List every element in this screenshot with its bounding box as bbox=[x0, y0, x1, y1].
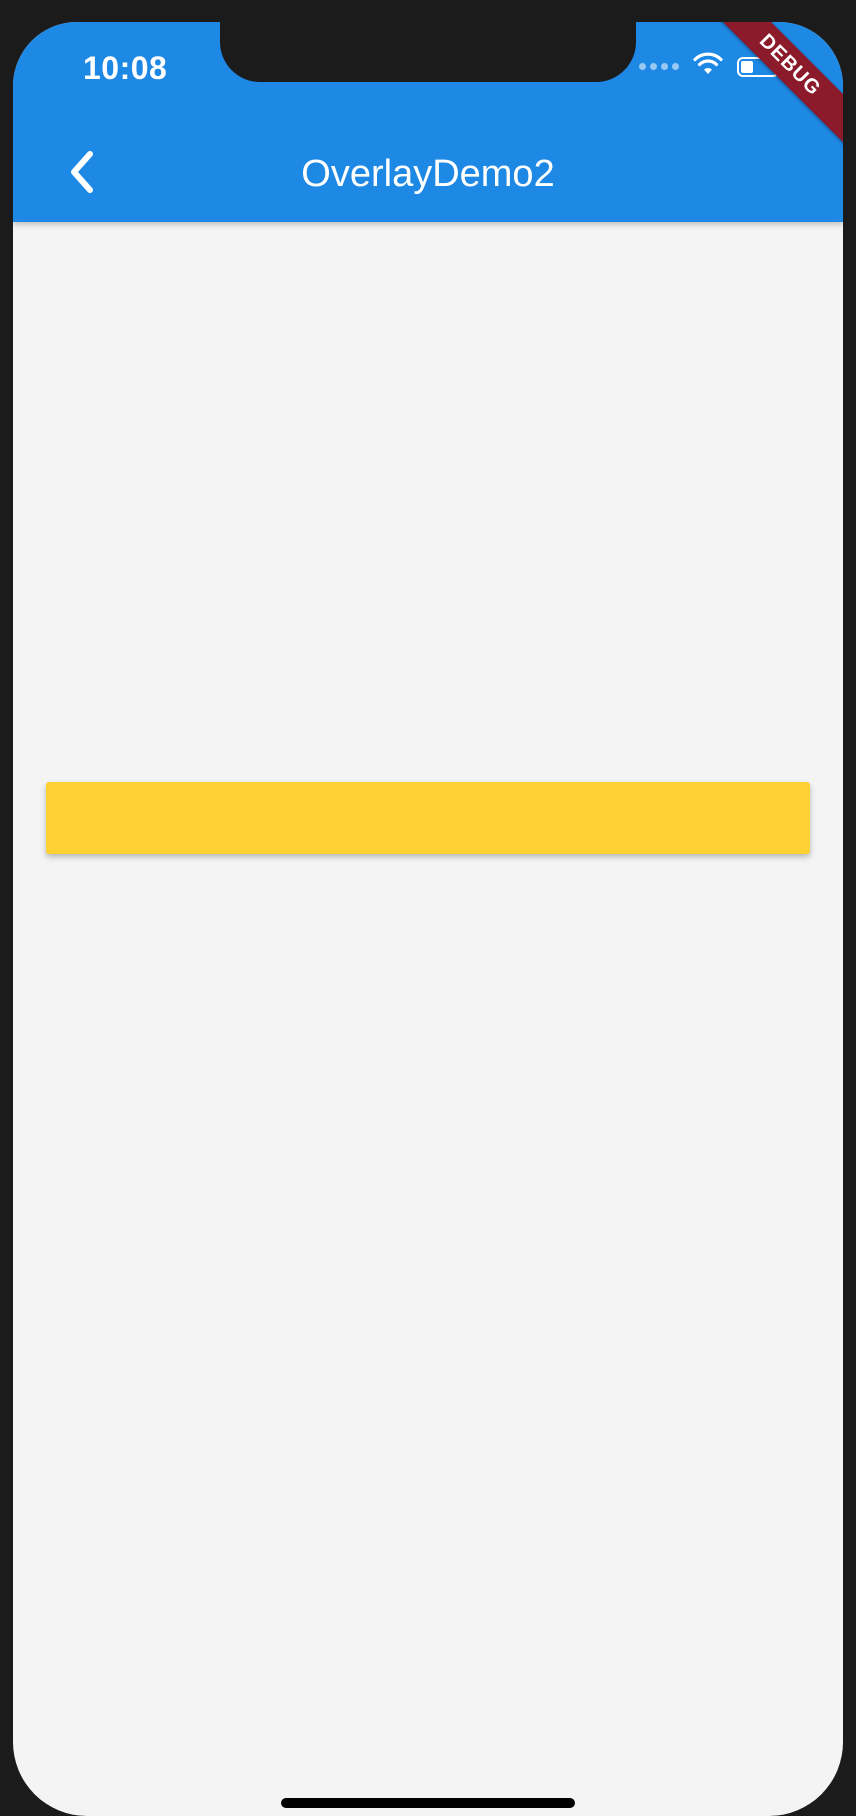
app-screen: 10:08 OverlayDemo2 bbox=[13, 22, 843, 1816]
back-button[interactable] bbox=[51, 144, 111, 204]
signal-dots-icon bbox=[639, 63, 679, 70]
status-time: 10:08 bbox=[83, 50, 168, 86]
home-indicator[interactable] bbox=[281, 1798, 575, 1808]
status-icons bbox=[639, 52, 779, 81]
device-notch bbox=[220, 22, 636, 82]
page-title: OverlayDemo2 bbox=[301, 153, 555, 195]
chevron-left-icon bbox=[66, 150, 96, 199]
debug-banner: DEBUG bbox=[696, 22, 843, 159]
wifi-icon bbox=[693, 52, 723, 81]
overlay-bar[interactable] bbox=[46, 782, 810, 854]
